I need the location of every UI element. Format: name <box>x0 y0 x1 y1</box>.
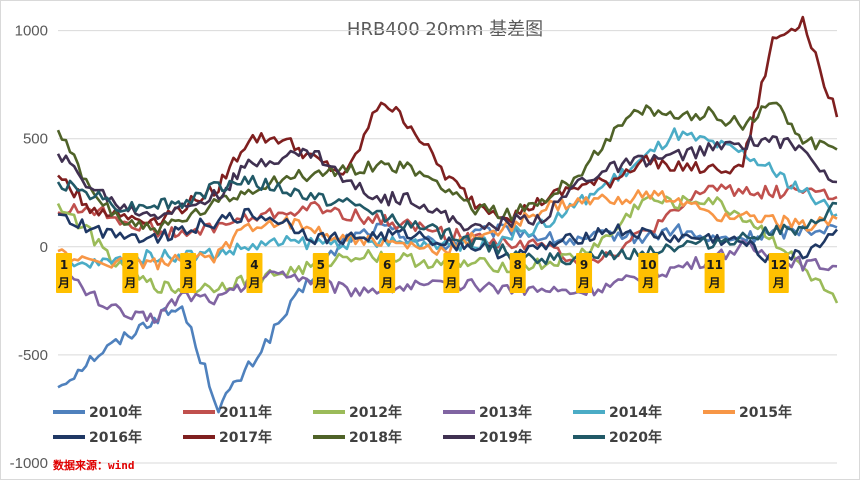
y-tick-label: -1000 <box>10 455 48 472</box>
month-marker-label: 8 <box>514 258 522 272</box>
month-marker-box <box>509 253 526 293</box>
month-marker-label: 月 <box>314 276 327 290</box>
month-marker-label: 2 <box>126 258 134 272</box>
legend-item: 2014年 <box>573 404 662 421</box>
legend-label: 2016年 <box>89 429 142 446</box>
legend-label: 2017年 <box>219 429 272 446</box>
month-marker-label: 4 <box>250 258 258 272</box>
series-line-10 <box>56 134 838 232</box>
legend-label: 2012年 <box>349 404 402 421</box>
month-marker-label: 月 <box>247 276 260 290</box>
series-line-8 <box>57 15 839 226</box>
legend-item: 2012年 <box>313 404 402 421</box>
series-line-11 <box>56 174 838 266</box>
month-marker-box <box>704 253 725 293</box>
month-marker-label: 月 <box>511 276 524 290</box>
month-marker-box <box>246 253 263 293</box>
series-line-7 <box>57 207 838 264</box>
series-line-1 <box>57 222 838 414</box>
legend-label: 2020年 <box>609 429 662 446</box>
month-marker-label: 6 <box>383 258 391 272</box>
legend-item: 2013年 <box>443 404 532 421</box>
legend-item: 2019年 <box>443 429 532 446</box>
month-marker: 7月 <box>443 253 460 293</box>
month-marker-label: 1 <box>60 258 68 272</box>
source-note: 数据来源：wind <box>53 458 135 472</box>
y-tick-label: 500 <box>23 131 48 148</box>
month-marker: 12 月 <box>768 253 789 293</box>
month-marker-label: 月 <box>708 276 721 290</box>
month-marker-label: 月 <box>181 276 194 290</box>
y-tick-label: 0 <box>40 239 48 256</box>
legend-label: 2019年 <box>479 429 532 446</box>
month-marker-box <box>379 253 396 293</box>
month-marker-label: 月 <box>123 276 136 290</box>
month-marker-label: 月 <box>577 276 590 290</box>
series-line-9 <box>56 101 838 235</box>
month-marker: 6月 <box>379 253 396 293</box>
month-marker-label: 12 <box>770 258 787 272</box>
legend-item: 2016年 <box>53 429 142 446</box>
month-marker-label: 月 <box>641 276 654 290</box>
month-marker-box <box>768 253 789 293</box>
legend-item: 2011年 <box>183 404 272 421</box>
month-marker-label: 11 <box>706 258 723 272</box>
month-marker: 8月 <box>509 253 526 293</box>
month-marker-label: 7 <box>447 258 455 272</box>
y-axis-ticks: 1000 500 0 -500 -1000 <box>10 23 48 472</box>
month-marker-label: 月 <box>380 276 393 290</box>
month-marker: 4月 <box>246 253 263 293</box>
month-marker-label: 5 <box>317 258 325 272</box>
legend-item: 2017年 <box>183 429 272 446</box>
month-marker: 1月 <box>56 253 72 293</box>
month-marker-label: 月 <box>57 276 70 290</box>
month-marker-label: 9 <box>580 258 588 272</box>
legend-label: 2015年 <box>739 404 792 421</box>
chart-title: HRB400 20mm 基差图 <box>347 19 543 40</box>
legend-item: 2020年 <box>573 429 662 446</box>
month-marker-box <box>312 253 329 293</box>
month-marker-label: 10 <box>640 258 657 272</box>
month-marker-label: 月 <box>444 276 457 290</box>
month-marker-box <box>56 253 72 293</box>
legend-label: 2010年 <box>89 404 142 421</box>
series-lines <box>56 15 839 414</box>
month-marker-label: 3 <box>184 258 192 272</box>
legend-label: 2018年 <box>349 429 402 446</box>
month-marker: 3月 <box>180 253 197 293</box>
month-marker-box <box>122 253 139 293</box>
month-marker: 10 月 <box>638 253 659 293</box>
month-marker: 5月 <box>312 253 329 293</box>
legend-item: 2018年 <box>313 429 402 446</box>
month-marker-label: 月 <box>772 276 785 290</box>
month-marker-box <box>576 253 593 293</box>
legend-item: 2010年 <box>53 404 142 421</box>
legend-item: 2015年 <box>703 404 792 421</box>
month-marker-box <box>638 253 659 293</box>
month-marker-box <box>180 253 197 293</box>
legend: 2010年 2011年 2012年 2013年 2014年 2015年 2016年 2017年… <box>53 404 792 446</box>
month-marker-box <box>443 253 460 293</box>
legend-label: 2011年 <box>219 404 272 421</box>
month-marker: 2月 <box>122 253 139 293</box>
y-tick-label: 1000 <box>15 23 48 40</box>
legend-label: 2013年 <box>479 404 532 421</box>
month-marker: 9月 <box>576 253 593 293</box>
y-tick-label: -500 <box>18 347 48 364</box>
legend-label: 2014年 <box>609 404 662 421</box>
month-marker: 11 月 <box>704 253 725 293</box>
